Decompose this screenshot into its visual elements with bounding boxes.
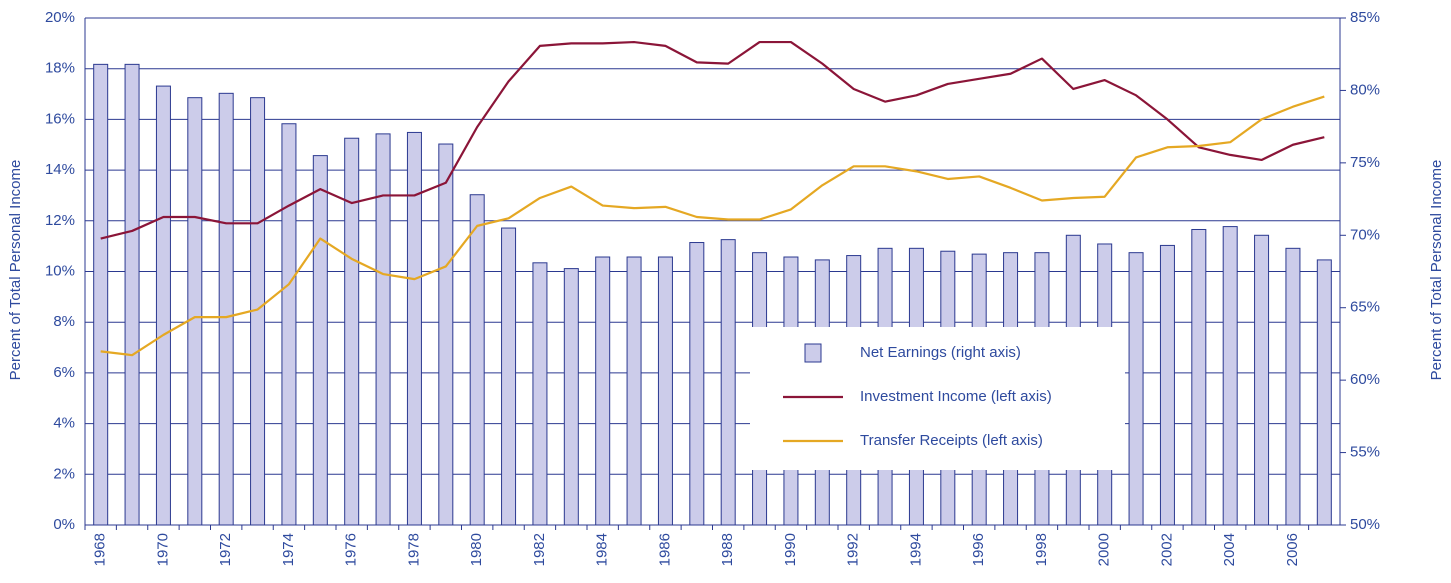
x-tick-label: 2004 [1221, 533, 1238, 566]
x-tick-label: 1968 [92, 533, 109, 566]
x-tick-label: 1994 [907, 533, 924, 566]
x-tick-label: 1988 [719, 533, 736, 566]
line-series [100, 40, 1325, 240]
bar [375, 133, 391, 526]
y-tick-label: 2% [53, 465, 75, 482]
bar [532, 262, 548, 526]
bar [595, 256, 611, 526]
bar [155, 85, 171, 526]
y-tick-label: 6% [53, 364, 75, 381]
legend-label: Transfer Receipts (left axis) [860, 432, 1043, 449]
bar [563, 268, 579, 526]
bar [1316, 259, 1332, 526]
y-tick-label: 10% [45, 262, 75, 279]
x-tick-label: 1984 [594, 533, 611, 566]
legend-label: Investment Income (left axis) [860, 388, 1052, 405]
y2-tick-label: 85% [1350, 9, 1380, 26]
y-tick-label: 8% [53, 313, 75, 330]
bar [124, 63, 140, 526]
y-tick-label: 16% [45, 110, 75, 127]
line-series [100, 95, 1325, 357]
bar [1285, 247, 1301, 526]
bar [1254, 234, 1270, 526]
bar [312, 155, 328, 526]
bar [406, 131, 422, 526]
x-tick-label: 1990 [782, 533, 799, 566]
x-tick-label: 1982 [531, 533, 548, 566]
bar [187, 97, 203, 526]
bar [344, 137, 360, 526]
y-tick-label: 12% [45, 212, 75, 229]
bar [93, 63, 109, 526]
bar [657, 256, 673, 526]
x-tick-label: 1970 [154, 533, 171, 566]
y2-tick-label: 75% [1350, 154, 1380, 171]
x-tick-label: 1976 [343, 533, 360, 566]
bar [1191, 228, 1207, 526]
bar [1222, 226, 1238, 526]
y2-tick-label: 80% [1350, 81, 1380, 98]
y2-tick-label: 70% [1350, 226, 1380, 243]
x-tick-label: 1972 [217, 533, 234, 566]
y-tick-label: 18% [45, 60, 75, 77]
x-tick-label: 1998 [1033, 533, 1050, 566]
y-tick-label: 20% [45, 9, 75, 26]
x-tick-label: 2006 [1284, 533, 1301, 566]
x-tick-label: 1974 [280, 533, 297, 566]
x-tick-label: 1992 [845, 533, 862, 566]
y2-tick-label: 55% [1350, 444, 1380, 461]
x-tick-label: 1978 [405, 533, 422, 566]
y2-tick-label: 50% [1350, 516, 1380, 533]
bar [438, 143, 454, 526]
bar [1159, 244, 1175, 526]
bar [689, 242, 705, 526]
bar [218, 92, 234, 526]
bar [720, 239, 736, 526]
x-tick-label: 1986 [656, 533, 673, 566]
bar [281, 123, 297, 526]
x-tick-label: 2000 [1096, 533, 1113, 566]
y-tick-label: 14% [45, 161, 75, 178]
x-tick-label: 2002 [1158, 533, 1175, 566]
bar [1128, 252, 1144, 526]
y2-axis-title: Percent of Total Personal Income [1428, 160, 1445, 381]
y2-tick-label: 65% [1350, 299, 1380, 316]
y-tick-label: 0% [53, 516, 75, 533]
y2-tick-label: 60% [1350, 371, 1380, 388]
y-axis-title: Percent of Total Personal Income [7, 160, 24, 381]
legend-swatch [804, 343, 822, 363]
x-tick-label: 1996 [970, 533, 987, 566]
x-tick-label: 1980 [468, 533, 485, 566]
legend-label: Net Earnings (right axis) [860, 344, 1021, 361]
bar [469, 194, 485, 526]
bar [501, 227, 517, 526]
bar [626, 256, 642, 526]
y-tick-label: 4% [53, 415, 75, 432]
